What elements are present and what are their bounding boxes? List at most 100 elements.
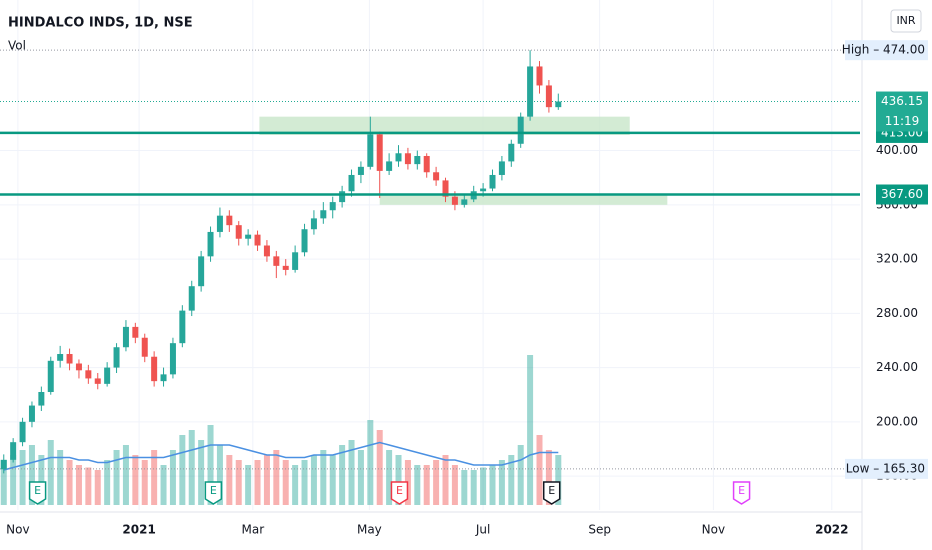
volume-bar: [235, 460, 242, 505]
volume-bar: [160, 465, 167, 505]
candle-body: [85, 370, 92, 379]
last-price-box: [876, 91, 928, 132]
volume-bar: [545, 450, 552, 505]
candle-body: [66, 354, 73, 364]
candle-body: [282, 265, 289, 270]
volume-bar: [348, 440, 355, 505]
volume-bar: [320, 450, 327, 505]
volume-bar: [263, 455, 270, 505]
volume-bar: [179, 435, 186, 505]
volume-bar: [57, 450, 64, 505]
volume-bar: [301, 460, 308, 505]
volume-bar: [292, 465, 299, 505]
candle-body: [169, 343, 176, 375]
volume-bar: [75, 465, 82, 505]
low-label-box: [845, 458, 928, 479]
candle-body: [226, 215, 233, 226]
x-tick-label: Mar: [242, 523, 265, 537]
volume-bar: [414, 465, 421, 505]
candle-body: [404, 153, 411, 165]
volume-bar: [85, 467, 92, 505]
low-label: Low – 165.30: [846, 461, 925, 475]
candle-body: [545, 85, 552, 108]
volume-bar: [517, 445, 524, 505]
earnings-marker: [204, 481, 223, 505]
candle-body: [0, 459, 7, 470]
volume-bar: [508, 455, 515, 505]
currency[interactable]: INR: [896, 14, 915, 27]
volume-bar: [339, 445, 346, 505]
candle-body: [75, 363, 82, 371]
x-tick-label: 2021: [122, 523, 155, 537]
x-tick-label: 2022: [815, 523, 848, 537]
candle-body: [386, 161, 393, 171]
volume-bar: [470, 470, 477, 505]
x-tick-label: May: [357, 523, 382, 537]
candle-body: [38, 391, 45, 406]
candle-body: [198, 256, 205, 287]
volume-bar: [527, 355, 534, 505]
x-tick-label: Sep: [588, 523, 611, 537]
earnings-marker: [732, 481, 751, 505]
candle-body: [207, 231, 214, 257]
volume-bar: [376, 430, 383, 505]
countdown: 11:19: [885, 114, 920, 128]
volume-bar: [245, 465, 252, 505]
candle-body: [122, 326, 129, 348]
last-price-label: 436.15: [881, 94, 923, 108]
candle-body: [480, 188, 487, 192]
candle-body: [508, 143, 515, 162]
x-tick-label: Jul: [475, 523, 490, 537]
candle-body: [414, 155, 421, 165]
candle-body: [461, 199, 468, 205]
candle-body: [273, 256, 280, 266]
volume-bar: [207, 425, 214, 505]
candle-body: [160, 374, 167, 382]
candle-body: [423, 155, 430, 173]
candle-body: [10, 442, 17, 460]
volume-bar: [38, 455, 45, 505]
earnings-marker: [542, 481, 561, 505]
candle-body: [376, 134, 383, 171]
candle-body: [357, 166, 364, 175]
volume-ma: [3, 441, 559, 471]
currency-box[interactable]: [890, 9, 922, 33]
candle-body: [235, 225, 242, 239]
volume-bar: [47, 440, 54, 505]
candle-body: [151, 356, 158, 382]
volume-bar: [188, 430, 195, 505]
candle-body: [442, 180, 449, 197]
earnings-label: E: [396, 484, 403, 497]
earnings-label: E: [738, 484, 745, 497]
overlay: 160.00200.00240.00280.00320.00360.00400.…: [6, 40, 928, 537]
volume-bar: [498, 460, 505, 505]
candle-body: [254, 234, 261, 246]
candle-body: [517, 116, 524, 144]
candle-body: [301, 229, 308, 253]
volume-bar: [113, 450, 120, 505]
candle-body: [329, 202, 336, 211]
chart-title: HINDALCO INDS, 1D, NSE: [8, 16, 193, 31]
volume-bar: [0, 460, 7, 505]
high-label: High – 474.00: [842, 43, 925, 57]
candle-body: [47, 360, 54, 392]
candle-body: [104, 367, 111, 384]
level-label: 367.60: [881, 187, 923, 201]
candle-body: [367, 134, 374, 167]
candle-body: [498, 161, 505, 175]
volume-bar: [94, 470, 101, 505]
candle-body: [94, 378, 101, 384]
volume-bar: [104, 460, 111, 505]
volume-bar: [451, 465, 458, 505]
y-tick-label: 200.00: [876, 414, 918, 428]
volume-bar: [480, 467, 487, 505]
volume-bar: [28, 445, 35, 505]
earnings-label: E: [548, 484, 555, 497]
volume-bar: [442, 455, 449, 505]
y-tick-label: 280.00: [876, 306, 918, 320]
volume-bar: [10, 455, 17, 505]
earnings-marker: [28, 481, 47, 505]
candle-body: [489, 174, 496, 189]
earnings-marker: [390, 481, 409, 505]
